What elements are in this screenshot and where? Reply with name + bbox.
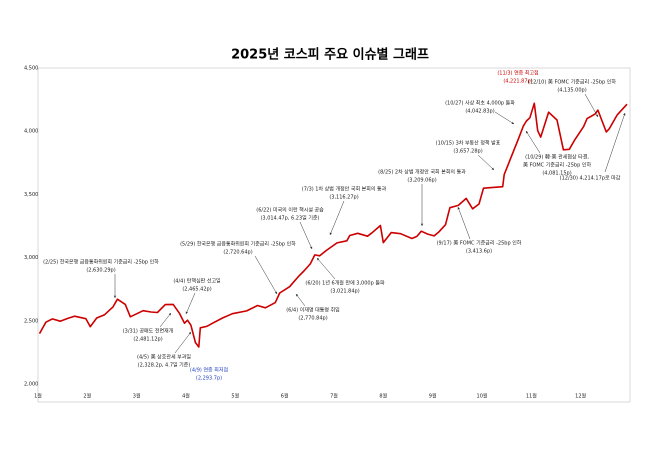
- annotation: (4,221.87p): [503, 79, 532, 85]
- annotation-arrow: [525, 130, 541, 154]
- y-tick-label: 3,000: [24, 255, 38, 261]
- annotation: (4,135.00p): [557, 88, 586, 94]
- x-tick-label: 4월: [182, 393, 190, 400]
- chart-title: 2025년 코스피 주요 이슈별 그래프: [231, 47, 429, 63]
- annotation: (10/29) 韓·美 관세협상 타결,: [525, 154, 589, 161]
- annotation-arrow: [159, 312, 172, 328]
- annotation: (2,630.29p): [86, 268, 115, 274]
- x-tick-label: 2월: [83, 393, 91, 400]
- arrow-head: [274, 291, 277, 294]
- line: [38, 102, 628, 348]
- annotation-arrow: [604, 112, 626, 173]
- x-tick-label: 11월: [526, 393, 537, 400]
- annotation: (2,770.84p): [298, 316, 327, 322]
- annotation: (2,481.12p): [133, 337, 162, 343]
- annotation: (3,209.06p): [407, 178, 436, 184]
- annotation-arrow: [329, 200, 345, 236]
- x-tick-label: 1월: [34, 393, 42, 400]
- annotation: (4,081.15p): [542, 171, 571, 177]
- arrow-head: [526, 131, 529, 134]
- y-tick-label: 3,500: [24, 192, 38, 198]
- annotation-arrow: [295, 293, 306, 307]
- annotation: (4/5) 美 상호관세 부과일: [137, 354, 191, 361]
- annotation: (3,657.28p): [453, 149, 482, 155]
- annotation: (5/29) 한국은행 금융통화위원회 기준금리 -25bp 인하: [180, 241, 296, 248]
- annotation: (3,021.84p): [330, 289, 359, 295]
- arrow-head: [329, 232, 332, 235]
- annotation: (2,720.64p): [223, 250, 252, 256]
- annotation: (6/4) 이재명 대통령 취임: [286, 307, 340, 314]
- x-tick-label: 10월: [477, 393, 488, 400]
- annotation: (2,465.42p): [182, 287, 211, 293]
- annotation: (6/20) 1년 6개월 만에 3,000p 돌파: [305, 280, 385, 287]
- arrow-head: [595, 114, 598, 117]
- arrow-head: [623, 113, 626, 116]
- annotation-arrow: [299, 221, 313, 250]
- x-tick-label: 5월: [231, 393, 239, 400]
- annotation: (3,413.6p): [466, 249, 492, 255]
- annotation: (2,293.7p): [196, 376, 222, 382]
- arrow-head: [457, 207, 460, 210]
- annotation: (3,116.27p): [329, 195, 358, 201]
- annotation-arrow: [457, 206, 471, 240]
- annotation-arrow: [584, 93, 599, 118]
- x-tick-label: 9월: [429, 393, 437, 400]
- annotation: (4,042.83p): [465, 109, 494, 115]
- annotation: (12/30) 4,214.17p로 마감: [560, 175, 621, 182]
- annotation: (6/22) 미국의 이란 핵시설 공습: [256, 207, 324, 214]
- x-tick-label: 3월: [133, 393, 141, 400]
- x-tick-label: 12월: [575, 393, 586, 400]
- annotation: (10/15) 3차 부동산 정책 발표: [436, 140, 501, 147]
- arrow-head: [310, 246, 313, 249]
- annotation: (9/17) 美 FOMC 기준금리 -25bp 인하: [437, 240, 522, 247]
- x-tick-label: 7월: [330, 393, 338, 400]
- annotation: (3,014.47p, 6.23일 기준): [260, 215, 319, 222]
- y-tick-label: 4,500: [24, 66, 38, 72]
- annotation: (11/3) 연중 최고점: [497, 70, 538, 77]
- annotation-arrow: [494, 111, 515, 125]
- annotation: (2/25) 한국은행 금융통화위원회 기준금리 -25bp 인하: [43, 259, 159, 266]
- x-tick-label: 8월: [379, 393, 387, 400]
- annotation: (4/9) 연중 최저점: [190, 367, 228, 374]
- annotation-arrow: [174, 331, 192, 354]
- arrow-head: [168, 313, 171, 316]
- annotation: (2,328.2p, 4.7일 기준): [138, 362, 191, 369]
- annotation: (3/31) 공매도 전면재개: [123, 328, 174, 335]
- annotation: (12/10) 美 FOMC 기준금리 -25bp 인하: [528, 79, 616, 86]
- arrow-head: [188, 332, 191, 335]
- annotation: (4/4) 탄핵심판 선고일: [173, 278, 221, 285]
- y-tick-label: 2,000: [24, 382, 38, 388]
- annotation: (10/27) 사상 최초 4,000p 돌파: [445, 100, 515, 107]
- annotation-arrow: [185, 292, 196, 315]
- arrow-head: [420, 223, 424, 226]
- x-tick-label: 6월: [281, 393, 289, 400]
- arrow-head: [491, 167, 494, 170]
- annotation: (7/3) 1차 상법 개정안 국회 본회의 통과: [302, 186, 387, 193]
- y-tick-label: 4,000: [24, 129, 38, 135]
- annotation: (8/25) 2차 상법 개정안 국회 본회의 통과: [378, 169, 466, 176]
- annotation: 美 FOMC 기준금리 -25bp 인하: [523, 162, 591, 169]
- arrow-head: [296, 294, 299, 297]
- annotation-arrow: [316, 257, 336, 280]
- arrow-head: [185, 311, 188, 314]
- annotation-arrow: [254, 255, 278, 295]
- annotation-arrow: [477, 154, 495, 171]
- arrow-head: [511, 121, 514, 124]
- arrow-head: [113, 295, 117, 298]
- y-tick-label: 2,500: [24, 318, 38, 324]
- plot-frame: [37, 67, 631, 403]
- arrow-head: [317, 258, 320, 261]
